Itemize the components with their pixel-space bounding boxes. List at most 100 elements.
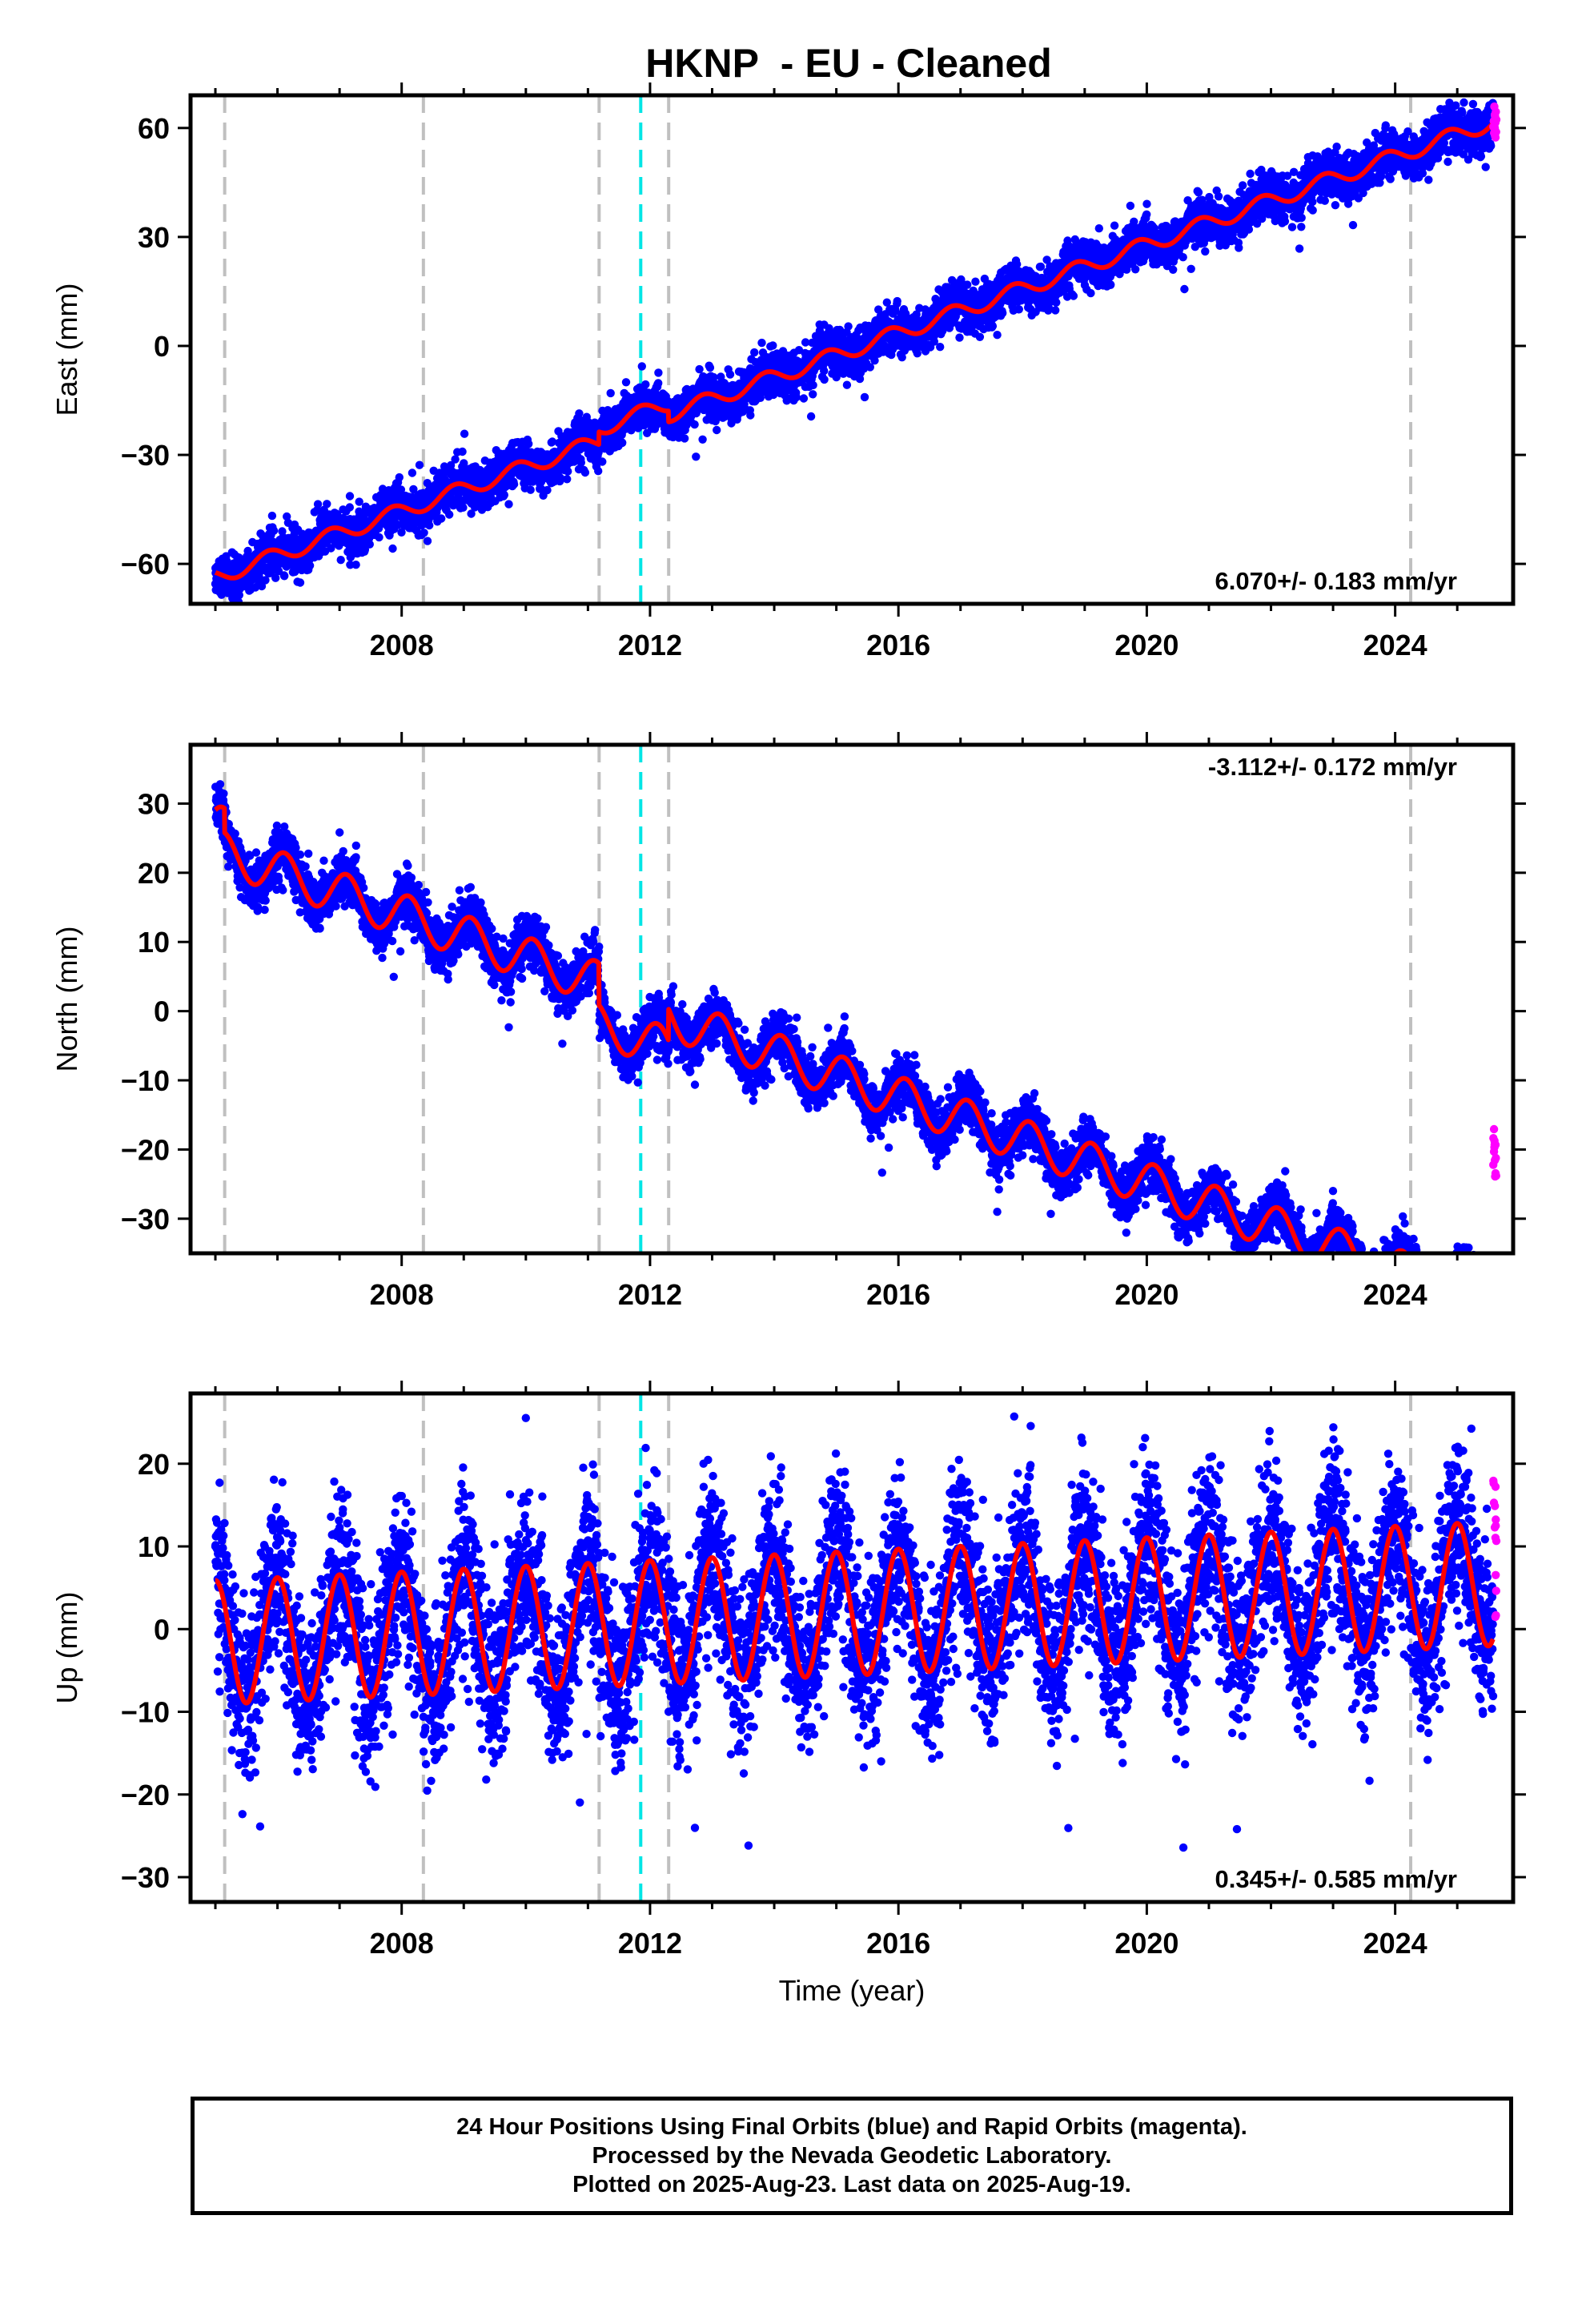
data-point — [598, 457, 607, 466]
data-point — [690, 420, 699, 429]
data-point — [769, 341, 777, 350]
data-point — [504, 500, 513, 509]
data-point — [267, 511, 277, 521]
data-point — [618, 438, 627, 448]
data-point — [425, 521, 434, 530]
data-point — [819, 366, 829, 376]
data-point — [323, 500, 331, 509]
data-point — [913, 349, 922, 358]
data-point — [1052, 298, 1061, 307]
data-point — [563, 475, 572, 484]
data-point — [993, 331, 1002, 340]
data-point — [713, 425, 721, 435]
data-point — [1036, 262, 1046, 271]
data-point — [437, 514, 446, 523]
data-point — [509, 480, 519, 489]
data-point — [698, 435, 707, 444]
data-point — [564, 467, 572, 476]
data-point — [860, 392, 869, 402]
data-point — [1106, 280, 1115, 289]
data-point — [423, 537, 432, 545]
data-point — [445, 510, 454, 519]
data-point — [459, 503, 468, 512]
data-point — [692, 452, 701, 461]
data-point — [750, 348, 759, 357]
data-point — [388, 544, 397, 553]
data-point — [1169, 265, 1178, 274]
data-point — [575, 409, 584, 418]
data-point — [955, 333, 964, 342]
data-point — [365, 540, 374, 549]
data-point — [524, 440, 533, 448]
data-point — [408, 468, 417, 477]
data-point — [1014, 305, 1024, 314]
data-point — [576, 458, 585, 467]
data-point — [893, 296, 901, 306]
data-point — [451, 455, 460, 464]
data-point — [654, 379, 663, 388]
data-point — [792, 392, 801, 402]
data-point — [420, 529, 428, 537]
data-point — [680, 434, 689, 443]
data-point — [606, 388, 615, 398]
data-point — [375, 533, 383, 542]
data-point — [975, 332, 985, 341]
data-point — [283, 512, 291, 521]
data-point — [621, 378, 631, 387]
data-point — [1013, 259, 1022, 269]
data-point — [280, 572, 289, 581]
data-point — [269, 526, 279, 535]
data-point — [313, 500, 323, 509]
data-point — [580, 468, 590, 477]
chart-title: HKNP - EU - Cleaned — [645, 41, 1052, 86]
data-point — [351, 561, 360, 569]
data-point — [746, 411, 755, 420]
data-point — [998, 308, 1007, 318]
data-point — [809, 390, 817, 399]
data-point — [594, 467, 603, 476]
data-point — [460, 429, 469, 438]
data-point — [257, 581, 267, 591]
data-point — [654, 368, 663, 377]
data-point — [936, 343, 945, 352]
data-point — [971, 277, 980, 286]
data-point — [809, 380, 817, 390]
data-point — [988, 322, 998, 331]
data-point — [1131, 265, 1140, 274]
data-point — [500, 490, 508, 500]
data-point — [458, 447, 467, 456]
data-point — [641, 380, 650, 389]
data-point — [345, 492, 355, 501]
data-point — [345, 503, 354, 512]
data-point — [235, 590, 243, 600]
data-point — [526, 485, 535, 494]
data-point — [295, 578, 305, 587]
data-point — [705, 363, 715, 372]
data-point — [395, 472, 404, 482]
data-point — [261, 576, 270, 585]
data-point — [842, 380, 852, 389]
data-point — [543, 485, 552, 495]
data-point — [695, 364, 704, 374]
data-point — [1051, 306, 1060, 315]
data-point — [1086, 288, 1095, 298]
data-point — [1142, 210, 1151, 219]
data-point — [1126, 201, 1135, 211]
data-point — [963, 280, 972, 289]
data-point — [637, 362, 646, 371]
data-point — [1069, 292, 1078, 300]
data-point — [1094, 224, 1104, 233]
data-point — [820, 375, 829, 384]
data-point — [1110, 221, 1119, 230]
data-point — [844, 322, 853, 331]
data-point — [757, 338, 766, 348]
data-point — [806, 412, 816, 421]
data-point — [415, 460, 424, 469]
data-point — [271, 573, 280, 582]
data-point — [799, 394, 809, 403]
data-point — [305, 561, 315, 570]
data-point — [725, 370, 735, 379]
data-point — [1142, 199, 1151, 208]
